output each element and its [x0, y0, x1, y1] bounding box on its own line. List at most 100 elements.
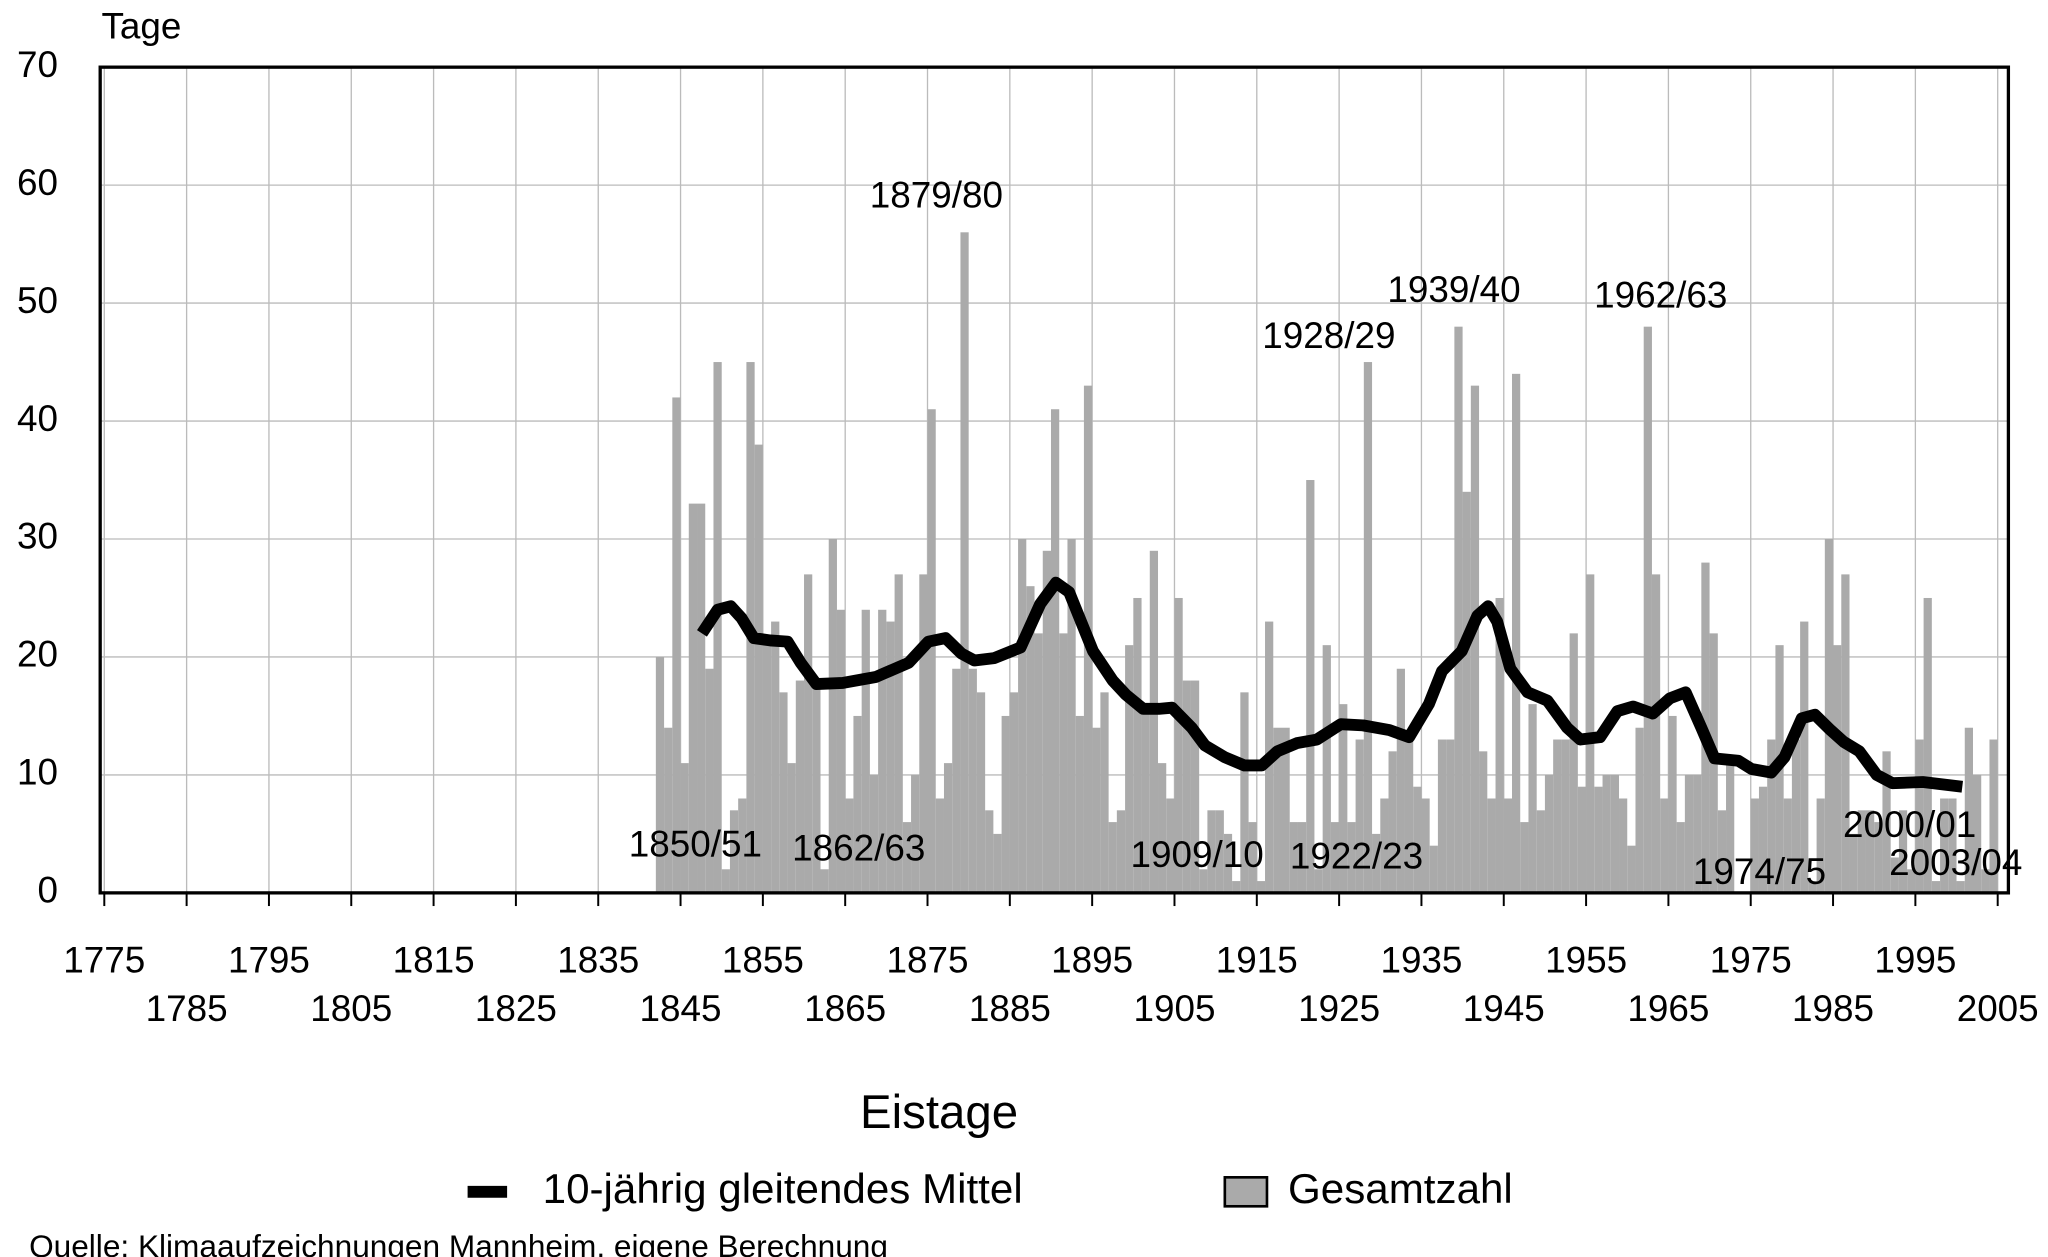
bar: [1380, 798, 1389, 893]
bar: [762, 645, 772, 893]
y-tick-label: 40: [17, 398, 58, 439]
bar: [1931, 881, 1941, 893]
bar: [1125, 645, 1134, 893]
bar: [1948, 798, 1957, 893]
bar: [1470, 385, 1480, 893]
bar: [713, 362, 722, 893]
annotation: 1909/10: [1131, 834, 1264, 875]
bar: [1849, 833, 1858, 893]
bar: [1808, 881, 1817, 893]
bar: [1569, 633, 1578, 893]
bar: [729, 810, 739, 893]
bar: [664, 727, 673, 893]
bar: [1314, 869, 1323, 893]
x-tick-label: 1885: [969, 988, 1051, 1029]
annotation: 1862/63: [792, 827, 925, 868]
bar: [1207, 810, 1216, 893]
bar: [1182, 680, 1191, 893]
annotation: 1962/63: [1594, 274, 1727, 315]
bar: [985, 810, 994, 893]
bar: [1429, 845, 1438, 893]
x-tick-label: 1795: [228, 939, 310, 980]
bar: [878, 609, 887, 893]
bar: [1898, 810, 1908, 893]
bar: [1619, 798, 1628, 893]
bar: [927, 409, 936, 893]
annotation: 2000/01: [1843, 804, 1976, 845]
bar: [1281, 727, 1290, 893]
bar: [1717, 810, 1727, 893]
bar: [1347, 822, 1356, 893]
annotation: 1922/23: [1290, 835, 1423, 876]
bar: [1791, 739, 1801, 893]
bar: [1330, 822, 1340, 893]
bar: [812, 680, 821, 893]
x-tick-label: 1955: [1545, 939, 1627, 980]
y-axis-label: Tage: [101, 6, 181, 47]
bar: [1075, 715, 1084, 893]
bar: [1495, 597, 1504, 893]
bar: [1824, 538, 1834, 893]
bar: [1141, 704, 1150, 893]
x-tick-label: 1835: [557, 939, 639, 980]
bar: [1100, 692, 1109, 893]
y-tick-label: 50: [17, 280, 58, 321]
x-tick-label: 1875: [887, 939, 969, 980]
bar: [804, 574, 813, 893]
bar: [1865, 810, 1875, 893]
x-tick-label: 1995: [1874, 939, 1956, 980]
bar: [1816, 798, 1825, 893]
bar: [1240, 692, 1249, 893]
bar: [1857, 810, 1866, 893]
y-tick-label: 70: [17, 44, 58, 85]
x-tick-label: 1775: [63, 939, 145, 980]
bar: [1610, 774, 1620, 893]
bar: [1479, 751, 1488, 893]
chart-title: Eistage: [860, 1086, 1018, 1139]
bar: [1635, 727, 1644, 893]
bar: [993, 833, 1002, 893]
bar: [1050, 409, 1060, 893]
x-tick-label: 1865: [804, 988, 886, 1029]
y-tick-label: 20: [17, 634, 58, 675]
source-note: Quelle: Klimaaufzeichnungen Mannheim, ei…: [29, 1228, 888, 1257]
bar: [1915, 739, 1924, 893]
bar: [1726, 763, 1735, 893]
bar: [1511, 373, 1521, 893]
bar: [960, 232, 969, 893]
x-tick-label: 1985: [1792, 988, 1874, 1029]
bar: [1232, 881, 1241, 893]
bar: [1108, 822, 1117, 893]
y-tick-label: 0: [38, 870, 59, 911]
annotation: 1928/29: [1262, 315, 1395, 356]
bar: [1199, 869, 1208, 893]
bar: [672, 397, 681, 893]
bar: [952, 668, 961, 893]
bar: [1561, 739, 1570, 893]
bar: [911, 774, 920, 893]
x-tick-label: 1915: [1216, 939, 1298, 980]
bar: [1676, 822, 1685, 893]
bar: [1034, 633, 1043, 893]
bar: [738, 798, 747, 893]
bar: [1520, 822, 1529, 893]
bar: [1874, 822, 1883, 893]
bar: [1882, 751, 1891, 893]
x-tick-label: 1805: [310, 988, 392, 1029]
x-tick-label: 1975: [1710, 939, 1792, 980]
bar: [1750, 798, 1759, 893]
bar: [680, 763, 689, 893]
bar: [1454, 326, 1463, 893]
bar: [1273, 727, 1282, 893]
bar: [1890, 857, 1899, 893]
y-tick-label: 10: [17, 752, 58, 793]
bar: [787, 763, 796, 893]
bar: [1462, 491, 1471, 893]
bar: [1651, 574, 1661, 893]
x-tick-label: 1815: [393, 939, 475, 980]
bar: [1643, 326, 1652, 893]
bar: [828, 538, 837, 893]
bar: [1684, 774, 1694, 893]
bar: [1413, 786, 1422, 893]
bar: [697, 503, 706, 893]
